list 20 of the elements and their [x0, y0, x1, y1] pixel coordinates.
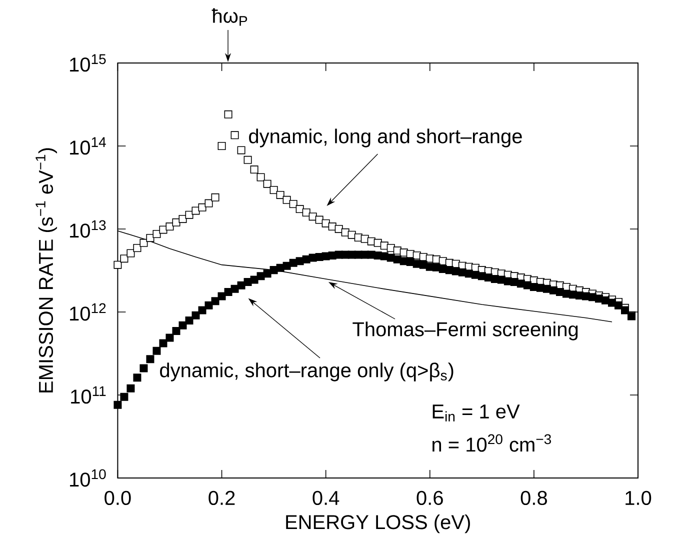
- annotation: dynamic, short–range only (q>β$_{s}$): [160, 362, 454, 382]
- x-axis-title: ENERGY LOSS (eV): [286, 514, 470, 534]
- x-tick-label: 0.2: [208, 490, 235, 506]
- x-tick-label: 1.0: [626, 490, 652, 506]
- y-tick-label: 10$^{12}$: [70, 303, 106, 321]
- x-tick-label: 0.8: [520, 490, 547, 506]
- text: ħω$_{P}$: [212, 8, 248, 26]
- annotation: n = 10$^{20}$ cm$^{−3}$: [432, 434, 551, 452]
- annotation: dynamic, long and short–range: [249, 128, 522, 148]
- y-tick-label: 10$^{11}$: [71, 386, 106, 404]
- annotation: E$_{in}$ = 1 eV: [432, 404, 520, 422]
- y-tick-label: 10$^{10}$: [70, 469, 106, 487]
- y-axis-title: EMISSION RATE (s$^{−1}$ eV$^{−1}$): [36, 148, 57, 392]
- y-tick-label: 10$^{14}$: [70, 137, 106, 155]
- y-tick-label: 10$^{15}$: [70, 54, 106, 72]
- x-tick-label: 0.4: [312, 490, 340, 506]
- x-tick-label: 0.0: [104, 490, 131, 506]
- x-tick-label: 0.6: [416, 490, 443, 506]
- annotation: Thomas–Fermi screening: [352, 322, 578, 340]
- y-tick-label: 10$^{13}$: [70, 220, 106, 238]
